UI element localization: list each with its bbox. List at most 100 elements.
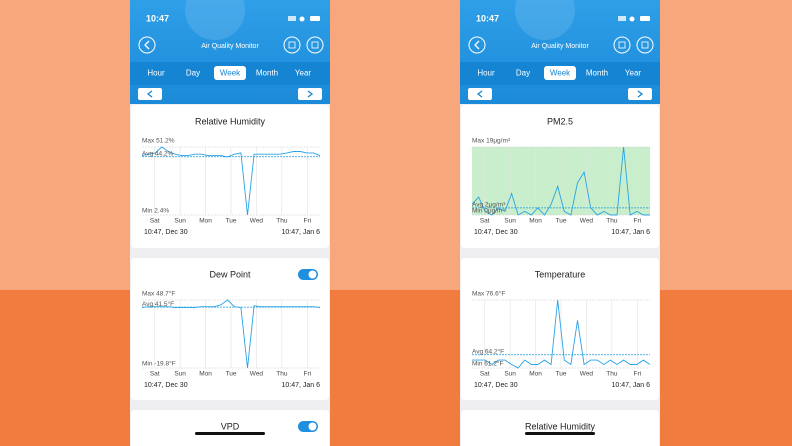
tab[interactable]: Month	[586, 69, 608, 78]
tab[interactable]: Month	[256, 69, 278, 78]
start-date: 10:47, Dec 30	[144, 382, 188, 389]
settings-button[interactable]	[636, 36, 654, 54]
max-label: Max 51.2%	[142, 138, 175, 145]
active-tab-bg	[544, 66, 576, 80]
tab[interactable]: Hour	[477, 69, 495, 78]
status-time: 10:47	[146, 13, 169, 23]
day-label: Fri	[303, 218, 311, 225]
signal-icon	[288, 16, 296, 21]
background-top	[0, 0, 792, 290]
day-label: Thu	[606, 218, 618, 225]
background-bottom	[0, 290, 792, 446]
start-date: 10:47, Dec 30	[474, 382, 518, 389]
card-title: VPD	[221, 421, 240, 431]
back-button[interactable]	[468, 36, 486, 54]
chevron	[637, 90, 644, 98]
card-title: Dew Point	[209, 269, 251, 279]
day-label: Wed	[250, 218, 264, 225]
button-icon	[618, 41, 626, 49]
phone-screen: 10:47 Air Quality Monitor Hour Day Week Month…	[460, 0, 660, 446]
signal-icon	[618, 16, 626, 21]
home-indicator	[525, 432, 595, 435]
chart-button[interactable]	[613, 36, 631, 54]
back-button[interactable]	[138, 36, 156, 54]
day-label: Tue	[226, 218, 237, 225]
tab[interactable]: Week	[550, 69, 571, 78]
avg-label: Avg 2μg/m³	[472, 202, 506, 209]
day-label: Thu	[606, 371, 618, 378]
day-label: Fri	[303, 371, 311, 378]
tab[interactable]: Week	[220, 69, 241, 78]
battery-icon	[640, 16, 650, 21]
prev-button[interactable]	[468, 88, 492, 100]
chevron	[476, 90, 483, 98]
day-label: Thu	[276, 371, 288, 378]
end-date: 10:47, Jan 6	[281, 382, 320, 389]
day-label: Sun	[504, 371, 516, 378]
active-tab-bg	[214, 66, 246, 80]
prev-button[interactable]	[138, 88, 162, 100]
card-title: Relative Humidity	[525, 421, 596, 431]
day-label: Sat	[480, 371, 490, 378]
home-indicator	[195, 432, 265, 435]
app-title: Air Quality Monitor	[531, 43, 589, 50]
day-label: Sat	[150, 218, 160, 225]
day-label: Mon	[529, 371, 542, 378]
card-title: Relative Humidity	[195, 116, 266, 126]
day-label: Mon	[199, 218, 212, 225]
max-label: Max 48.7°F	[142, 290, 175, 298]
day-label: Sun	[504, 218, 516, 225]
min-label: Min 2.4%	[142, 208, 169, 215]
data-line	[471, 146, 650, 216]
data-line	[472, 299, 651, 369]
card	[461, 258, 659, 400]
tab[interactable]: Hour	[147, 69, 165, 78]
next-button[interactable]	[298, 88, 322, 100]
end-date: 10:47, Jan 6	[281, 229, 320, 236]
wifi-icon	[299, 16, 305, 22]
next-button[interactable]	[628, 88, 652, 100]
min-label: Min -19.8°F	[142, 360, 176, 368]
data-line	[141, 299, 321, 369]
day-label: Sun	[174, 218, 186, 225]
day-label: Wed	[580, 371, 594, 378]
card	[131, 410, 329, 446]
day-label: Mon	[529, 218, 542, 225]
tab[interactable]: Year	[625, 69, 642, 78]
day-label: Fri	[633, 371, 641, 378]
card	[131, 105, 329, 248]
tab[interactable]: Day	[186, 69, 200, 78]
button-icon	[641, 41, 649, 49]
day-label: Tue	[556, 371, 567, 378]
toggle-knob	[308, 422, 317, 431]
chevron	[307, 90, 314, 98]
tab[interactable]: Year	[295, 69, 312, 78]
day-label: Sat	[480, 218, 490, 225]
start-date: 10:47, Dec 30	[144, 229, 188, 236]
wifi-icon	[629, 16, 635, 22]
back-chevron	[474, 40, 480, 50]
header-decoration	[185, 0, 245, 40]
app-title: Air Quality Monitor	[201, 43, 259, 50]
day-label: Mon	[199, 371, 212, 378]
settings-button[interactable]	[306, 36, 324, 54]
avg-label: Avg 44.2%	[142, 150, 174, 157]
min-label: Min 0μg/m³	[472, 208, 505, 215]
max-label: Max 76.6°F	[472, 290, 505, 298]
day-label: Thu	[276, 218, 288, 225]
end-date: 10:47, Jan 6	[611, 382, 650, 389]
chart-button[interactable]	[283, 36, 301, 54]
data-line	[141, 146, 321, 216]
day-label: Fri	[633, 218, 641, 225]
tab[interactable]: Day	[516, 69, 530, 78]
max-label: Max 19μg/m³	[472, 138, 511, 145]
header-decoration	[515, 0, 575, 40]
day-label: Sun	[174, 371, 186, 378]
avg-label: Avg 41.5°F	[142, 300, 174, 308]
toggle-knob	[308, 270, 317, 279]
day-label: Wed	[580, 218, 594, 225]
phone-screen: 10:47 Air Quality Monitor Hour Day Week Month…	[130, 0, 330, 446]
status-time: 10:47	[476, 13, 499, 23]
card	[131, 258, 329, 400]
